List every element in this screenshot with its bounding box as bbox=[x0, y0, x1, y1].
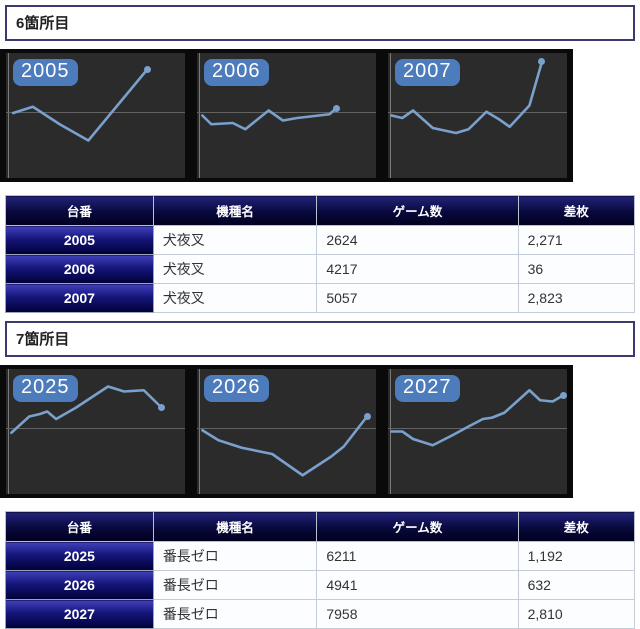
table-header-cell: 差枚 bbox=[517, 195, 636, 226]
y-axis-line bbox=[199, 53, 200, 178]
y-axis-line bbox=[8, 369, 9, 494]
zero-gridline bbox=[388, 427, 567, 429]
line-end-dot bbox=[143, 65, 151, 73]
y-axis-line bbox=[8, 53, 9, 178]
machine-number-cell: 2027 bbox=[5, 599, 154, 629]
table-row: 2006 犬夜叉 4217 36 bbox=[5, 254, 636, 284]
table-row: 2026 番長ゼロ 4941 632 bbox=[5, 570, 636, 600]
table-header-row: 台番 機種名 ゲーム数 差枚 bbox=[5, 195, 636, 226]
machine-name-cell: 番長ゼロ bbox=[152, 541, 318, 571]
table-header-cell: 機種名 bbox=[152, 511, 318, 542]
chart-strip: 2025 2026 2027 bbox=[0, 365, 573, 498]
y-axis-line bbox=[199, 369, 200, 494]
machine-number-cell: 2005 bbox=[5, 225, 154, 255]
zero-gridline bbox=[6, 111, 185, 113]
table-header-cell: 機種名 bbox=[152, 195, 318, 226]
table-row: 2027 番長ゼロ 7958 2,810 bbox=[5, 599, 636, 629]
game-count-cell: 5057 bbox=[316, 283, 519, 313]
table-header-cell: 台番 bbox=[5, 195, 154, 226]
table-header-row: 台番 機種名 ゲーム数 差枚 bbox=[5, 511, 636, 542]
chart-tile[interactable]: 2025 bbox=[6, 369, 185, 494]
table-header-cell: 台番 bbox=[5, 511, 154, 542]
game-count-cell: 4217 bbox=[316, 254, 519, 284]
table-row: 2007 犬夜叉 5057 2,823 bbox=[5, 283, 636, 313]
diff-coins-cell: 2,271 bbox=[517, 225, 636, 255]
zero-gridline bbox=[6, 427, 185, 429]
table-header-cell: 差枚 bbox=[517, 511, 636, 542]
zero-gridline bbox=[197, 111, 376, 113]
machine-number-cell: 2025 bbox=[5, 541, 154, 571]
diff-coins-cell: 2,810 bbox=[517, 599, 636, 629]
section-title: 7箇所目 bbox=[5, 321, 635, 357]
machine-name-cell: 犬夜叉 bbox=[152, 283, 318, 313]
table-header-cell: ゲーム数 bbox=[316, 195, 519, 226]
game-count-cell: 2624 bbox=[316, 225, 519, 255]
diff-coins-cell: 1,192 bbox=[517, 541, 636, 571]
sparkline-chart bbox=[197, 53, 376, 178]
diff-coins-cell: 36 bbox=[517, 254, 636, 284]
zero-gridline bbox=[388, 111, 567, 113]
machine-number-cell: 2006 bbox=[5, 254, 154, 284]
line-end-dot bbox=[538, 58, 546, 66]
machine-name-cell: 番長ゼロ bbox=[152, 599, 318, 629]
section-title: 6箇所目 bbox=[5, 5, 635, 41]
game-count-cell: 7958 bbox=[316, 599, 519, 629]
chart-strip: 2005 2006 2007 bbox=[0, 49, 573, 182]
machine-number-badge: 2005 bbox=[13, 59, 78, 86]
machine-number-cell: 2007 bbox=[5, 283, 154, 313]
table-row: 2005 犬夜叉 2624 2,271 bbox=[5, 225, 636, 255]
line-end-dot bbox=[158, 404, 166, 412]
table-header-cell: ゲーム数 bbox=[316, 511, 519, 542]
sparkline-chart bbox=[197, 369, 376, 494]
machine-name-cell: 犬夜叉 bbox=[152, 225, 318, 255]
sparkline-chart bbox=[388, 53, 567, 178]
sparkline-chart bbox=[6, 369, 185, 494]
chart-tile[interactable]: 2007 bbox=[388, 53, 567, 178]
chart-tile[interactable]: 2006 bbox=[197, 53, 376, 178]
data-table: 台番 機種名 ゲーム数 差枚 2005 犬夜叉 2624 2,271 2006 … bbox=[5, 195, 636, 313]
data-table: 台番 機種名 ゲーム数 差枚 2025 番長ゼロ 6211 1,192 2026… bbox=[5, 511, 636, 629]
machine-name-cell: 番長ゼロ bbox=[152, 570, 318, 600]
line-end-dot bbox=[559, 391, 567, 399]
game-count-cell: 6211 bbox=[316, 541, 519, 571]
sparkline-chart bbox=[6, 53, 185, 178]
machine-number-badge: 2025 bbox=[13, 375, 78, 402]
machine-number-badge: 2026 bbox=[204, 375, 269, 402]
machine-number-badge: 2006 bbox=[204, 59, 269, 86]
machine-name-cell: 犬夜叉 bbox=[152, 254, 318, 284]
machine-number-cell: 2026 bbox=[5, 570, 154, 600]
chart-tile[interactable]: 2027 bbox=[388, 369, 567, 494]
line-end-dot bbox=[333, 104, 341, 112]
machine-number-badge: 2027 bbox=[395, 375, 460, 402]
table-row: 2025 番長ゼロ 6211 1,192 bbox=[5, 541, 636, 571]
diff-coins-cell: 632 bbox=[517, 570, 636, 600]
zero-gridline bbox=[197, 427, 376, 429]
machine-number-badge: 2007 bbox=[395, 59, 460, 86]
chart-tile[interactable]: 2005 bbox=[6, 53, 185, 178]
line-end-dot bbox=[363, 413, 371, 420]
chart-tile[interactable]: 2026 bbox=[197, 369, 376, 494]
game-count-cell: 4941 bbox=[316, 570, 519, 600]
diff-coins-cell: 2,823 bbox=[517, 283, 636, 313]
sparkline-chart bbox=[388, 369, 567, 494]
